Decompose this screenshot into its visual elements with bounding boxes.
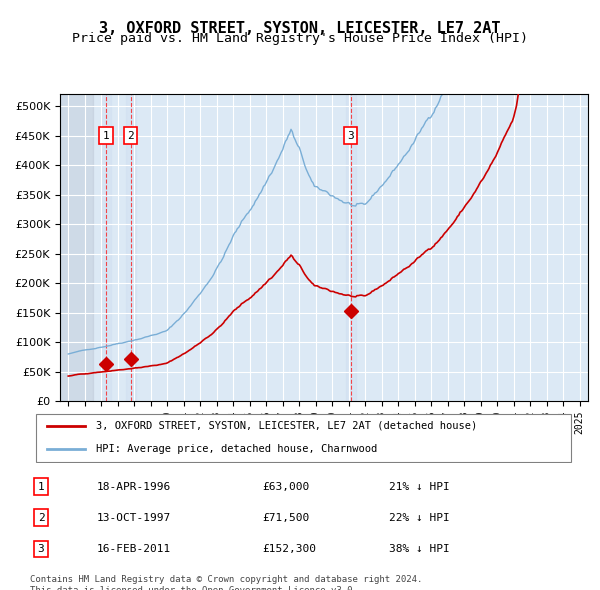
- Bar: [101, 94, 111, 401]
- Text: 38% ↓ HPI: 38% ↓ HPI: [389, 544, 449, 554]
- Text: 2: 2: [127, 131, 134, 140]
- Bar: [346, 94, 356, 401]
- Text: 16-FEB-2011: 16-FEB-2011: [96, 544, 170, 554]
- Text: 3, OXFORD STREET, SYSTON, LEICESTER, LE7 2AT (detached house): 3, OXFORD STREET, SYSTON, LEICESTER, LE7…: [96, 421, 478, 431]
- Text: 13-OCT-1997: 13-OCT-1997: [96, 513, 170, 523]
- Text: 1: 1: [38, 481, 44, 491]
- Text: 18-APR-1996: 18-APR-1996: [96, 481, 170, 491]
- Text: £63,000: £63,000: [262, 481, 309, 491]
- Text: 2: 2: [38, 513, 44, 523]
- Text: £152,300: £152,300: [262, 544, 316, 554]
- Text: 22% ↓ HPI: 22% ↓ HPI: [389, 513, 449, 523]
- Text: 21% ↓ HPI: 21% ↓ HPI: [389, 481, 449, 491]
- Bar: [126, 94, 136, 401]
- Text: 1: 1: [103, 131, 109, 140]
- Text: 3, OXFORD STREET, SYSTON, LEICESTER, LE7 2AT: 3, OXFORD STREET, SYSTON, LEICESTER, LE7…: [99, 21, 501, 35]
- Text: £71,500: £71,500: [262, 513, 309, 523]
- FancyBboxPatch shape: [35, 414, 571, 462]
- Text: 3: 3: [347, 131, 354, 140]
- Text: HPI: Average price, detached house, Charnwood: HPI: Average price, detached house, Char…: [96, 444, 377, 454]
- Text: Price paid vs. HM Land Registry's House Price Index (HPI): Price paid vs. HM Land Registry's House …: [72, 32, 528, 45]
- Text: Contains HM Land Registry data © Crown copyright and database right 2024.
This d: Contains HM Land Registry data © Crown c…: [30, 575, 422, 590]
- Text: 3: 3: [38, 544, 44, 554]
